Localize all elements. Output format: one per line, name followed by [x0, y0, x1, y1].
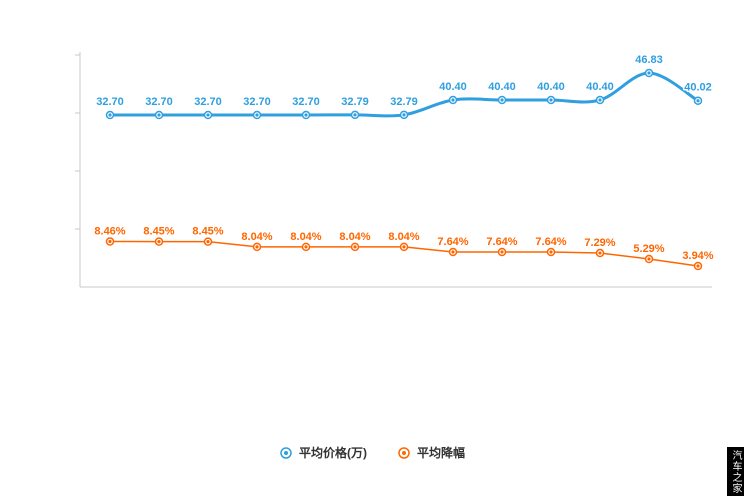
- data-point-dot: [157, 240, 161, 244]
- value-label: 32.70: [243, 96, 271, 108]
- value-label: 32.70: [194, 96, 222, 108]
- value-label: 8.04%: [241, 231, 272, 243]
- legend-label-average-discount: 平均降幅: [416, 446, 465, 460]
- price-trend-chart: 32.70 32.70 32.70 32.70 32.70 32.79 32.79 40.40…: [75, 52, 715, 288]
- data-point-dot: [500, 98, 504, 102]
- value-label: 8.04%: [339, 231, 370, 243]
- price-series-icon: [280, 446, 292, 459]
- data-point-dot: [304, 245, 308, 249]
- value-label: 32.70: [292, 96, 320, 108]
- data-point-dot: [549, 250, 553, 254]
- value-label: 7.29%: [584, 237, 615, 249]
- data-point-dot: [108, 113, 112, 117]
- data-point-dot: [255, 245, 259, 249]
- legend-item-average-price[interactable]: 平均价格(万): [279, 444, 367, 461]
- data-point-dot: [108, 239, 112, 244]
- data-point-dot: [451, 250, 455, 254]
- data-point-dot: [549, 98, 553, 102]
- value-label: 8.46%: [94, 226, 125, 238]
- value-label: 46.83: [635, 54, 663, 66]
- value-label: 7.64%: [437, 236, 468, 248]
- value-label: 40.02: [684, 82, 712, 94]
- data-point-dot: [451, 98, 455, 102]
- watermark-autohome: 汽车之家: [727, 447, 744, 496]
- legend-item-average-discount[interactable]: 平均降幅: [397, 444, 465, 461]
- value-label: 8.04%: [290, 231, 321, 243]
- data-point-dot: [206, 113, 210, 117]
- data-point-dot: [647, 257, 651, 261]
- data-point-dot: [696, 264, 700, 268]
- value-label: 40.40: [586, 81, 614, 93]
- data-point-dot: [304, 113, 308, 117]
- data-point-dot: [402, 245, 406, 249]
- data-point-dot: [353, 113, 357, 117]
- data-point-dot: [598, 98, 602, 102]
- data-point-dot: [500, 250, 504, 254]
- value-label: 5.29%: [633, 243, 664, 255]
- series-line-0: [108, 71, 700, 118]
- value-label: 8.04%: [388, 231, 419, 243]
- chart-canvas: 32.70 32.70 32.70 32.70 32.70 32.79 32.79 40.40…: [75, 52, 715, 288]
- discount-series-icon: [398, 446, 410, 459]
- value-label: 7.64%: [535, 236, 566, 248]
- value-label: 8.45%: [143, 226, 174, 238]
- data-point-dot: [206, 240, 210, 244]
- value-label: 32.70: [96, 96, 124, 108]
- value-label: 3.94%: [682, 250, 713, 262]
- value-label: 40.40: [488, 81, 516, 93]
- value-label: 7.64%: [486, 236, 517, 248]
- data-point-dot: [696, 99, 700, 103]
- data-point-dot: [157, 113, 161, 117]
- data-point-dot: [353, 245, 357, 249]
- value-label: 32.79: [341, 96, 369, 108]
- data-point-dot: [255, 113, 259, 117]
- chart-legend: 平均价格(万) 平均降幅: [0, 444, 744, 461]
- legend-label-average-price: 平均价格(万): [298, 446, 367, 460]
- value-label: 40.40: [537, 81, 565, 93]
- value-label: 32.79: [390, 96, 418, 108]
- value-label: 32.70: [145, 96, 173, 108]
- data-point-dot: [402, 113, 406, 117]
- data-point-dot: [647, 71, 651, 75]
- data-point-dot: [598, 251, 602, 255]
- value-label: 40.40: [439, 81, 467, 93]
- value-label: 8.45%: [192, 226, 223, 238]
